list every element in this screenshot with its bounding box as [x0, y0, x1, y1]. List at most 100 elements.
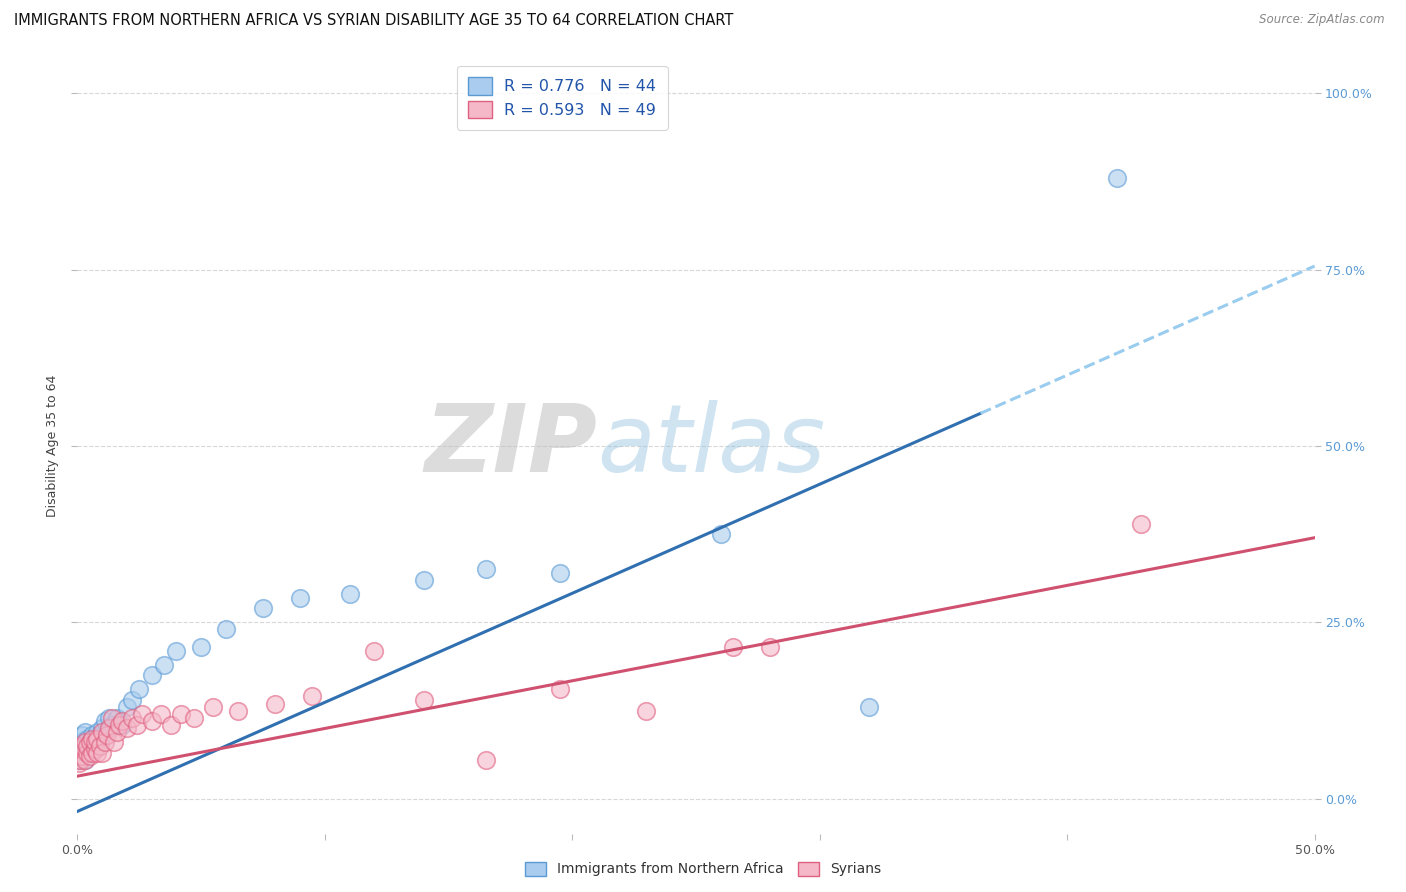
- Point: [339, 587, 361, 601]
- Point: [252, 601, 274, 615]
- Point: [548, 682, 571, 697]
- Point: [89, 739, 111, 753]
- Point: [69, 753, 91, 767]
- Point: [288, 591, 311, 605]
- Point: [83, 735, 105, 749]
- Point: [73, 753, 96, 767]
- Text: ZIP: ZIP: [425, 400, 598, 492]
- Point: [759, 640, 782, 654]
- Text: IMMIGRANTS FROM NORTHERN AFRICA VS SYRIAN DISABILITY AGE 35 TO 64 CORRELATION CH: IMMIGRANTS FROM NORTHERN AFRICA VS SYRIA…: [14, 13, 734, 29]
- Point: [710, 527, 733, 541]
- Point: [141, 668, 163, 682]
- Point: [858, 700, 880, 714]
- Point: [121, 710, 143, 724]
- Point: [76, 731, 98, 746]
- Point: [73, 735, 96, 749]
- Point: [76, 746, 98, 760]
- Point: [141, 714, 163, 728]
- Point: [1105, 170, 1128, 185]
- Point: [121, 693, 143, 707]
- Point: [548, 566, 571, 580]
- Point: [101, 717, 124, 731]
- Point: [636, 704, 658, 718]
- Point: [190, 640, 212, 654]
- Point: [73, 739, 96, 753]
- Point: [86, 731, 108, 746]
- Point: [96, 728, 118, 742]
- Point: [83, 742, 105, 756]
- Point: [1130, 516, 1153, 531]
- Point: [69, 742, 91, 756]
- Point: [76, 742, 98, 756]
- Point: [72, 728, 94, 742]
- Point: [82, 728, 104, 742]
- Point: [79, 746, 101, 760]
- Point: [69, 749, 91, 764]
- Point: [301, 690, 323, 704]
- Point: [69, 735, 91, 749]
- Point: [160, 717, 183, 731]
- Point: [86, 746, 108, 760]
- Point: [183, 710, 205, 724]
- Point: [101, 710, 124, 724]
- Point: [91, 728, 114, 742]
- Point: [72, 746, 94, 760]
- Point: [721, 640, 744, 654]
- Point: [111, 714, 134, 728]
- Point: [115, 700, 138, 714]
- Point: [82, 746, 104, 760]
- Point: [105, 724, 128, 739]
- Point: [72, 742, 94, 756]
- Point: [91, 746, 114, 760]
- Legend: Immigrants from Northern Africa, Syrians: Immigrants from Northern Africa, Syrians: [519, 855, 887, 883]
- Point: [108, 717, 131, 731]
- Point: [412, 693, 434, 707]
- Point: [89, 735, 111, 749]
- Point: [215, 623, 238, 637]
- Point: [474, 562, 496, 576]
- Point: [82, 731, 104, 746]
- Point: [79, 749, 101, 764]
- Point: [83, 742, 105, 756]
- Y-axis label: Disability Age 35 to 64: Disability Age 35 to 64: [45, 375, 59, 517]
- Point: [67, 753, 90, 767]
- Point: [98, 710, 121, 724]
- Point: [72, 739, 94, 753]
- Point: [79, 735, 101, 749]
- Point: [86, 724, 108, 739]
- Point: [79, 735, 101, 749]
- Point: [91, 724, 114, 739]
- Point: [105, 710, 128, 724]
- Point: [93, 714, 115, 728]
- Point: [165, 643, 187, 657]
- Legend: R = 0.776   N = 44, R = 0.593   N = 49: R = 0.776 N = 44, R = 0.593 N = 49: [457, 66, 668, 129]
- Point: [103, 735, 125, 749]
- Point: [153, 657, 176, 672]
- Point: [83, 731, 105, 746]
- Point: [363, 643, 385, 657]
- Point: [474, 753, 496, 767]
- Point: [73, 753, 96, 767]
- Point: [115, 721, 138, 735]
- Point: [264, 697, 287, 711]
- Text: atlas: atlas: [598, 401, 825, 491]
- Point: [93, 735, 115, 749]
- Point: [111, 717, 134, 731]
- Point: [150, 707, 173, 722]
- Point: [67, 756, 90, 771]
- Point: [125, 717, 148, 731]
- Point: [226, 704, 249, 718]
- Point: [202, 700, 225, 714]
- Point: [412, 573, 434, 587]
- Point: [82, 739, 104, 753]
- Point: [73, 724, 96, 739]
- Point: [128, 682, 150, 697]
- Text: Source: ZipAtlas.com: Source: ZipAtlas.com: [1260, 13, 1385, 27]
- Point: [170, 707, 193, 722]
- Point: [98, 721, 121, 735]
- Point: [96, 724, 118, 739]
- Point: [72, 749, 94, 764]
- Point: [76, 739, 98, 753]
- Point: [131, 707, 153, 722]
- Point: [91, 721, 114, 735]
